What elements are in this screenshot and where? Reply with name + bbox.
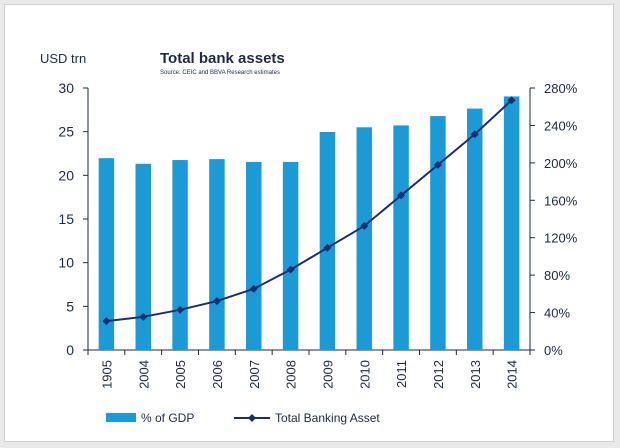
bar-2007: [246, 161, 262, 350]
x-tick-label: 1905: [99, 360, 114, 389]
bar-2006: [209, 159, 225, 350]
x-tick-label: 2013: [468, 360, 483, 389]
y-right-tick-label: 40%: [544, 306, 570, 321]
y-right-tick-label: 160%: [544, 193, 578, 208]
point-2012: [433, 160, 442, 169]
x-tick-label: 2014: [505, 360, 520, 389]
x-tick-label: 2007: [247, 360, 262, 389]
x-tick-label: 2012: [431, 360, 446, 389]
point-2005: [176, 305, 185, 314]
total-banking-asset-line: [106, 99, 513, 323]
y-left-tick-label: 0: [66, 342, 74, 358]
point-1905: [102, 317, 111, 326]
bar-1905: [98, 158, 115, 350]
legend-marker-line: [248, 414, 256, 422]
point-2004: [139, 312, 148, 321]
bar-2011: [393, 125, 409, 350]
point-2014: [507, 96, 516, 105]
y-left-tick-label: 10: [58, 255, 74, 271]
y-left-tick-label: 30: [58, 80, 74, 96]
x-tick-label: 2010: [357, 360, 372, 389]
bar-2008: [282, 161, 299, 350]
legend-label-total: Total Banking Asset: [275, 411, 380, 425]
y-left-tick-label: 15: [58, 211, 74, 227]
y-right-tick-label: 0%: [544, 343, 563, 358]
y-left-tick-label: 5: [66, 298, 74, 314]
point-2013: [470, 130, 479, 139]
bar-2004: [135, 163, 151, 350]
y-left-tick-label: 20: [58, 167, 74, 183]
point-2009: [323, 243, 332, 252]
x-tick-label: 2006: [210, 360, 225, 389]
y-right-tick-label: 200%: [544, 156, 578, 171]
point-2006: [212, 297, 221, 306]
chart-title: Total bank assets: [160, 50, 285, 67]
x-tick-label: 2005: [173, 360, 188, 389]
point-2011: [397, 191, 406, 200]
y-left-unit: USD trn: [40, 51, 86, 66]
y-left-tick-label: 25: [58, 124, 74, 140]
bar-2010: [356, 127, 372, 350]
y-right-tick-label: 240%: [544, 118, 578, 133]
bar-2012: [430, 116, 446, 350]
x-tick-label: 2009: [320, 360, 335, 389]
bar-2005: [172, 160, 188, 350]
point-2010: [360, 221, 369, 230]
legend-label-gdp: % of GDP: [141, 411, 194, 425]
legend-swatch-gdp: [106, 413, 136, 422]
chart-subtitle: Source: CEIC and BBVA Research estimates: [160, 70, 280, 76]
point-2008: [286, 265, 295, 274]
y-right-tick-label: 80%: [544, 268, 570, 283]
x-tick-label: 2004: [136, 360, 151, 389]
bar-2014: [503, 96, 520, 351]
x-tick-label: 2011: [394, 360, 409, 388]
y-right-tick-label: 280%: [544, 81, 578, 96]
bar-2009: [319, 131, 336, 350]
x-tick-label: 2008: [284, 360, 299, 389]
bar-2013: [467, 108, 483, 350]
y-right-tick-label: 120%: [544, 231, 578, 246]
point-2007: [249, 284, 258, 293]
